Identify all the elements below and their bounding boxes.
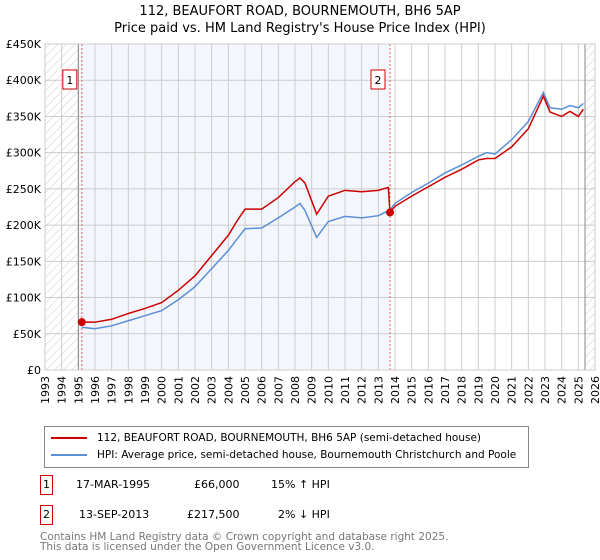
- y-tick-label: £200K: [6, 219, 42, 232]
- chart-subtitle: Price paid vs. HM Land Registry's House …: [114, 21, 486, 36]
- x-tick-label: 2023: [539, 376, 552, 404]
- x-tick-label: 2015: [406, 376, 419, 404]
- x-tick-label: 2001: [172, 376, 185, 404]
- y-tick-label: £400K: [6, 74, 42, 87]
- sale-label-2: 2: [375, 74, 382, 87]
- x-tick-label: 2003: [206, 376, 219, 404]
- sale-label-1: 1: [66, 74, 73, 87]
- sale-marker: 2: [40, 505, 53, 525]
- chart-title: 112, BEAUFORT ROAD, BOURNEMOUTH, BH6 5AP: [139, 4, 461, 19]
- sale-hpi-diff: 15% ↑ HPI: [271, 478, 330, 491]
- legend-label: 112, BEAUFORT ROAD, BOURNEMOUTH, BH6 5AP…: [97, 432, 482, 444]
- x-tick-label: 1997: [106, 376, 119, 404]
- plot-area: 1 2 1993 1994 1995 1996 1997 1998 1999 2000 2001 20…: [6, 38, 600, 404]
- ownership-period-shade: [78, 44, 390, 370]
- x-tick-label: 2005: [239, 376, 252, 404]
- x-tick-label: 1996: [89, 376, 102, 404]
- x-tick-label: 2009: [306, 376, 319, 404]
- y-tick-label: £150K: [6, 255, 42, 268]
- x-tick-label: 1998: [122, 376, 135, 404]
- y-tick-label: £250K: [6, 183, 42, 196]
- x-tick-label: 2020: [489, 376, 502, 404]
- x-tick-label: 2018: [456, 376, 469, 404]
- x-tick-label: 2004: [222, 376, 235, 404]
- x-tick-label: 2008: [289, 376, 302, 404]
- x-tick-label: 1993: [39, 376, 52, 404]
- footer-copyright: Contains HM Land Registry data © Crown c…: [40, 531, 449, 543]
- plot-border: [44, 43, 596, 371]
- x-tick-label: 1995: [72, 376, 85, 404]
- x-tick-label: 2014: [389, 376, 402, 404]
- legend-swatch-red: [51, 437, 87, 439]
- sale-price: £217,500: [187, 508, 240, 521]
- y-tick-label: £300K: [6, 147, 42, 160]
- x-tick-label: 2019: [472, 376, 485, 404]
- legend-label: HPI: Average price, semi-detached house,…: [97, 449, 517, 461]
- x-tick-label: 2022: [522, 376, 535, 404]
- sale-date: 13-SEP-2013: [79, 508, 150, 521]
- x-tick-label: 2000: [156, 376, 169, 404]
- hatched-region-after: [585, 44, 595, 370]
- hpi-line: [81, 90, 584, 330]
- y-tick-label: £350K: [6, 110, 42, 123]
- sale-point-2: [386, 208, 394, 217]
- x-tick-label: 2026: [589, 376, 600, 404]
- x-tick-label: 2013: [372, 376, 385, 404]
- x-tick-label: 2025: [572, 376, 585, 404]
- x-tick-label: 2021: [506, 376, 519, 404]
- y-tick-label: £50K: [13, 328, 42, 341]
- legend-item-property: 112, BEAUFORT ROAD, BOURNEMOUTH, BH6 5AP…: [45, 430, 481, 446]
- x-tick-label: 2011: [339, 376, 352, 404]
- sale-point-1: [77, 318, 86, 327]
- y-tick-label: £100K: [6, 292, 42, 305]
- y-tick-label: £450K: [6, 38, 42, 51]
- sale-date: 17-MAR-1995: [76, 478, 151, 491]
- sale-label-box-1: [62, 69, 78, 90]
- x-tick-label: 1994: [56, 376, 69, 404]
- x-tick-label: 2007: [272, 376, 285, 404]
- legend-swatch-blue: [51, 454, 87, 456]
- x-tick-label: 1999: [139, 376, 152, 404]
- price-paid-line: [81, 94, 584, 323]
- x-tick-label: 2002: [189, 376, 202, 404]
- x-tick-label: 2006: [256, 376, 269, 404]
- x-tick-label: 2024: [556, 376, 569, 404]
- sale-hpi-diff: 2% ↓ HPI: [278, 508, 330, 521]
- sale-price: £66,000: [194, 478, 240, 491]
- legend: 112, BEAUFORT ROAD, BOURNEMOUTH, BH6 5AP…: [44, 426, 529, 468]
- sale-marker: 1: [40, 475, 53, 495]
- x-tick-label: 2016: [422, 376, 435, 404]
- legend-item-hpi: HPI: Average price, semi-detached house,…: [45, 447, 516, 463]
- x-tick-label: 2012: [356, 376, 369, 404]
- x-tick-label: 2010: [322, 376, 335, 404]
- footer-licence: This data is licensed under the Open Gov…: [40, 541, 375, 553]
- sale-label-box-2: [370, 69, 386, 90]
- x-tick-label: 2017: [439, 376, 452, 404]
- y-tick-label: £0: [27, 364, 41, 377]
